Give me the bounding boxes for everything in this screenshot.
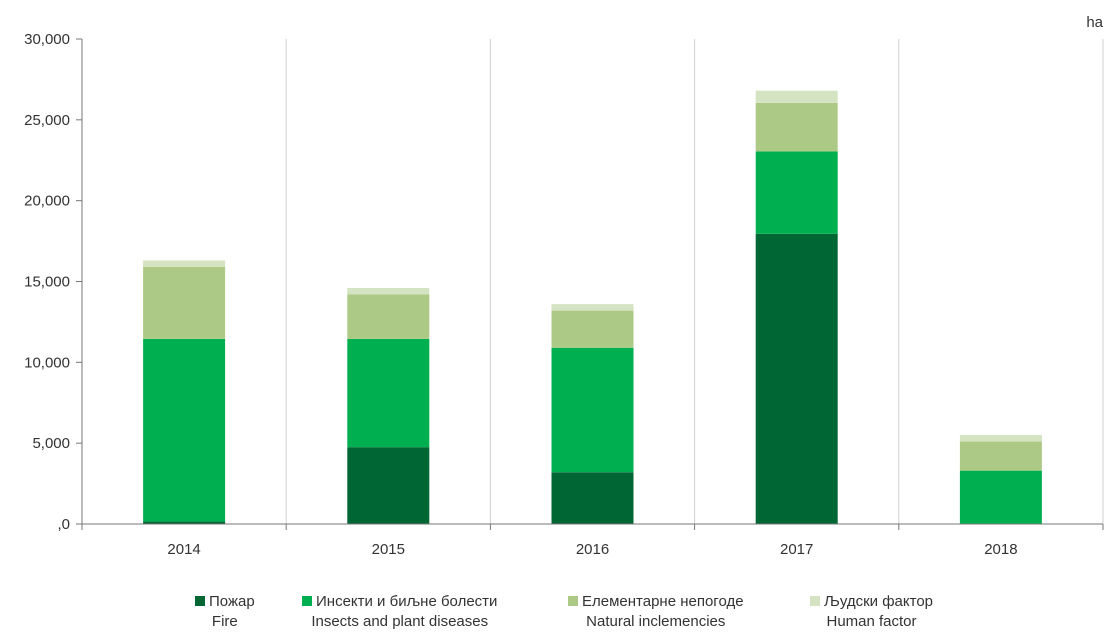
bar-segment-2015-series-0 <box>347 447 430 524</box>
legend-swatch-human <box>810 596 820 606</box>
legend-item-inclemencies: Елементарне непогоде Natural inclemencie… <box>568 592 744 632</box>
bar-segment-2017-series-3 <box>755 90 838 103</box>
x-tick-label: 2014 <box>167 541 200 558</box>
y-tick-label: 5,000 <box>32 435 70 452</box>
x-tick-label: 2018 <box>984 541 1017 558</box>
bar-segment-2016-series-2 <box>551 310 634 348</box>
bar-segment-2016-series-0 <box>551 472 634 524</box>
y-tick-label: 10,000 <box>24 354 70 371</box>
bar-segment-2015-series-3 <box>347 287 430 295</box>
y-tick-label: ,0 <box>57 516 70 533</box>
y-tick-label: 20,000 <box>24 193 70 210</box>
y-tick-label: 15,000 <box>24 274 70 291</box>
bar-segment-2018-series-3 <box>959 435 1042 442</box>
legend-swatch-insects <box>302 596 312 606</box>
legend-label-fire: Пожар <box>209 593 255 610</box>
x-tick-label: 2016 <box>576 541 609 558</box>
y-tick-label: 30,000 <box>24 31 70 48</box>
legend-item-human: Људски фактор Human factor <box>810 592 933 632</box>
bars <box>143 90 1042 524</box>
legend-swatch-fire <box>195 596 205 606</box>
legend-swatch-inclemencies <box>568 596 578 606</box>
legend-item-fire: Пожар Fire <box>195 592 255 632</box>
bar-segment-2017-series-2 <box>755 102 838 152</box>
tick-labels: ,0 5,000 10,000 15,000 20,000 25,000 30,000 201… <box>24 31 1017 558</box>
bar-segment-2014-series-2 <box>143 266 226 339</box>
unit-label: ha <box>1086 14 1103 31</box>
legend-label-inclemencies-en: Natural inclemencies <box>586 613 726 630</box>
bar-segment-2015-series-1 <box>347 338 430 448</box>
bar-segment-2017-series-0 <box>755 233 838 524</box>
y-tick-label: 25,000 <box>24 112 70 129</box>
bar-segment-2014-series-1 <box>143 338 226 522</box>
legend-label-fire-en: Fire <box>211 613 238 630</box>
x-tick-label: 2017 <box>780 541 813 558</box>
bar-segment-2016-series-1 <box>551 347 634 473</box>
legend: Пожар Fire Инсекти и биљне болести Insec… <box>0 592 1113 639</box>
legend-label-human-en: Human factor <box>826 613 917 630</box>
bar-segment-2018-series-2 <box>959 441 1042 471</box>
bar-segment-2018-series-1 <box>959 470 1042 524</box>
bar-segment-2017-series-1 <box>755 151 838 234</box>
legend-label-insects-en: Insects and plant diseases <box>311 613 489 630</box>
grid <box>285 39 1104 524</box>
bar-segment-2014-series-3 <box>143 260 226 267</box>
axes <box>76 38 1104 530</box>
legend-label-insects: Инсекти и биљне болести <box>316 593 498 610</box>
bar-segment-2015-series-2 <box>347 294 430 339</box>
legend-label-human: Људски фактор <box>824 593 934 610</box>
legend-item-insects: Инсекти и биљне болести Insects and plan… <box>302 592 497 632</box>
bar-segment-2014-series-0 <box>143 521 226 524</box>
bar-segment-2016-series-3 <box>551 304 634 311</box>
legend-label-inclemencies: Елементарне непогоде <box>582 593 744 610</box>
x-tick-label: 2015 <box>372 541 405 558</box>
